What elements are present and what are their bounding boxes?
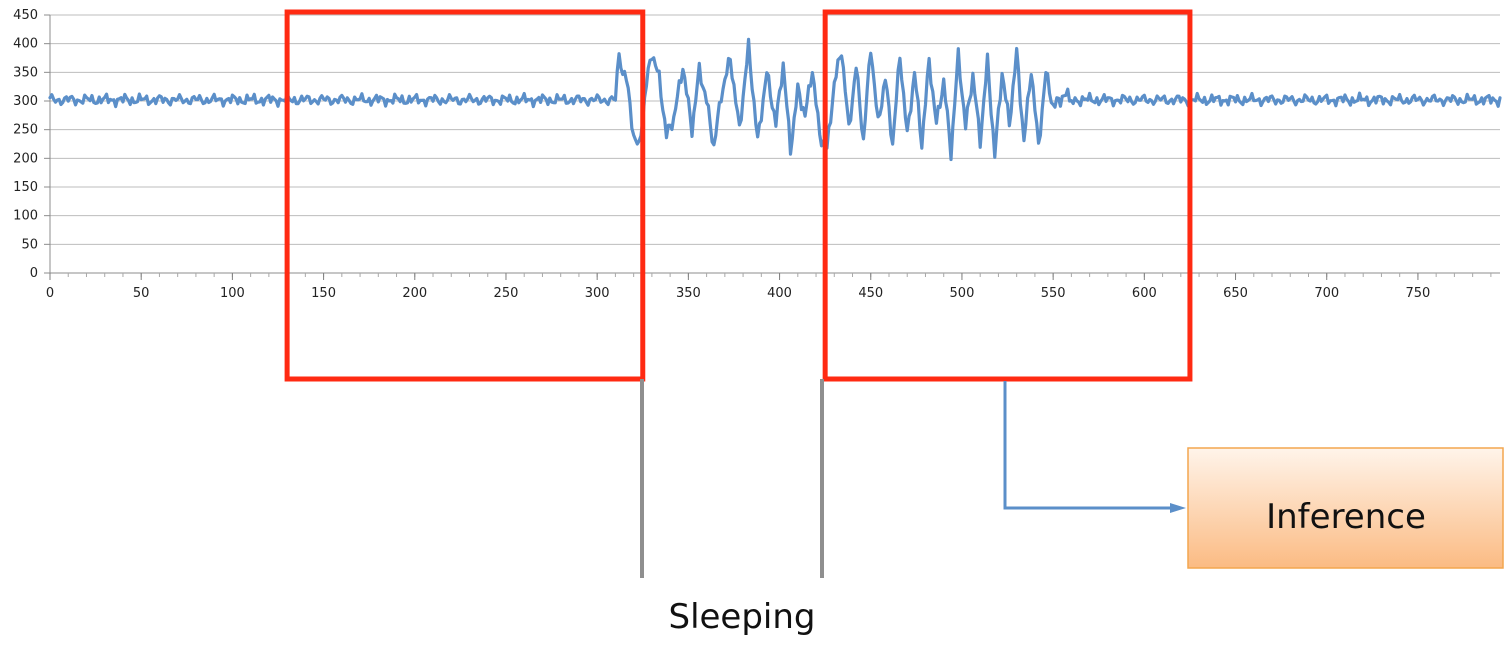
y-tick-label-0: 0: [30, 266, 38, 281]
x-tick-label-400: 400: [767, 286, 792, 301]
x-tick-label-250: 250: [494, 286, 519, 301]
inference-arrowhead: [1170, 503, 1186, 513]
axes: 0 50 100 150 200 250 300 350 400 450 0 50 100 150 200 2…: [13, 8, 1500, 301]
x-tick-label-50: 50: [133, 286, 150, 301]
y-tick-label-350: 350: [13, 65, 38, 80]
sleeping-label: Sleeping: [668, 597, 815, 637]
x-tick-label-700: 700: [1314, 286, 1339, 301]
y-tick-label-450: 450: [13, 8, 38, 23]
x-tick-label-750: 750: [1406, 286, 1431, 301]
x-tick-label-150: 150: [311, 286, 336, 301]
grid-lines: [50, 14, 1500, 245]
y-tick-label-400: 400: [13, 37, 38, 52]
series-line: [48, 37, 1502, 162]
y-tick-label-100: 100: [13, 209, 38, 224]
y-tick-label-150: 150: [13, 180, 38, 195]
x-tick-label-650: 650: [1223, 286, 1248, 301]
highlight-box-2: [822, 9, 1193, 382]
y-tick-label-250: 250: [13, 123, 38, 138]
inference-callout-box: [1187, 447, 1504, 569]
x-tick-label-350: 350: [676, 286, 701, 301]
x-tick-label-0: 0: [46, 286, 54, 301]
x-tick-label-450: 450: [858, 286, 883, 301]
y-tick-label-200: 200: [13, 151, 38, 166]
y-tick-label-50: 50: [21, 237, 38, 252]
inference-arrow: [1003, 381, 1178, 510]
series-layer: [48, 37, 1502, 162]
x-tick-label-600: 600: [1132, 286, 1157, 301]
x-tick-label-500: 500: [950, 286, 975, 301]
x-tick-label-200: 200: [402, 286, 427, 301]
x-tick-label-100: 100: [220, 286, 245, 301]
y-tick-label-300: 300: [13, 94, 38, 109]
inference-label: Inference: [1266, 497, 1426, 537]
x-tick-label-300: 300: [585, 286, 610, 301]
x-tick-label-550: 550: [1041, 286, 1066, 301]
annotation-layer: [284, 9, 1504, 578]
highlight-box-1: [284, 9, 646, 382]
